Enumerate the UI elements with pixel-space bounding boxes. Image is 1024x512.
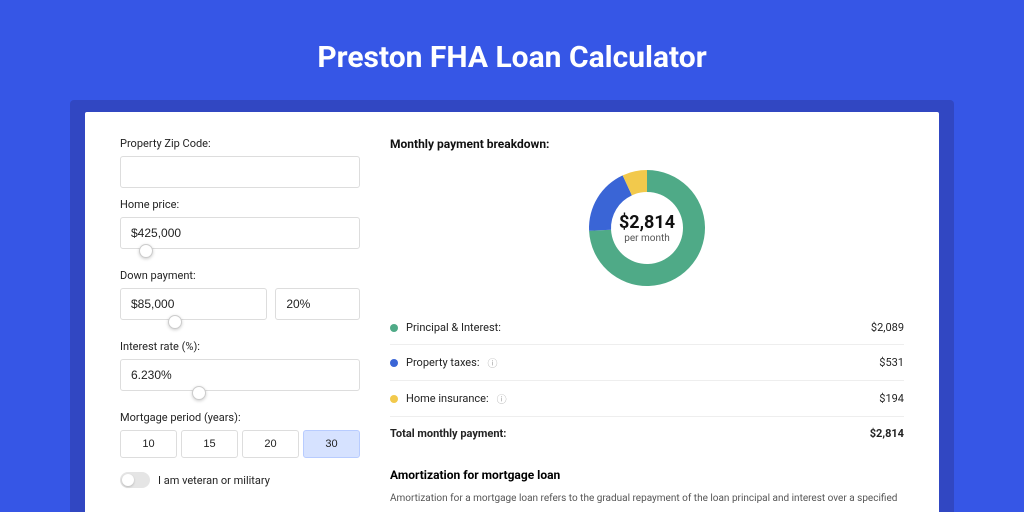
home-price-label: Home price: <box>120 198 360 211</box>
mortgage-period-group: Mortgage period (years): 10152030 <box>120 411 360 458</box>
home-price-slider-thumb[interactable] <box>139 244 153 258</box>
legend-row: Home insurance: ⓘ $194 <box>390 381 904 417</box>
total-label: Total monthly payment: <box>390 427 506 440</box>
legend-value: $194 <box>879 392 904 405</box>
legend-value: $2,089 <box>871 321 904 334</box>
down-payment-slider[interactable] <box>120 318 360 330</box>
breakdown-title: Monthly payment breakdown: <box>390 137 904 151</box>
down-payment-group: Down payment: <box>120 269 360 330</box>
period-btn-30[interactable]: 30 <box>303 430 360 458</box>
amortization-text: Amortization for a mortgage loan refers … <box>390 492 904 506</box>
interest-rate-input[interactable] <box>120 359 360 391</box>
veteran-label: I am veteran or military <box>158 474 270 487</box>
zip-label: Property Zip Code: <box>120 137 360 150</box>
down-payment-label: Down payment: <box>120 269 360 282</box>
legend-label: Property taxes: <box>406 356 479 369</box>
interest-rate-slider[interactable] <box>120 389 360 401</box>
donut-sub: per month <box>619 233 675 244</box>
card-shadow: Property Zip Code: Home price: Down paym… <box>70 100 954 512</box>
legend-dot <box>390 359 398 367</box>
total-row: Total monthly payment: $2,814 <box>390 417 904 450</box>
interest-rate-slider-thumb[interactable] <box>192 386 206 400</box>
period-btn-20[interactable]: 20 <box>242 430 299 458</box>
info-icon[interactable]: ⓘ <box>487 355 497 370</box>
breakdown-panel: Monthly payment breakdown: $2,814 per mo… <box>390 137 904 512</box>
legend-value: $531 <box>879 356 904 369</box>
amortization-title: Amortization for mortgage loan <box>390 468 904 482</box>
total-value: $2,814 <box>870 427 904 440</box>
legend-row: Principal & Interest: $2,089 <box>390 311 904 345</box>
info-icon[interactable]: ⓘ <box>497 391 507 406</box>
veteran-toggle[interactable] <box>120 472 150 488</box>
home-price-group: Home price: <box>120 198 360 259</box>
legend-dot <box>390 324 398 332</box>
mortgage-period-label: Mortgage period (years): <box>120 411 360 424</box>
period-buttons: 10152030 <box>120 430 360 458</box>
form-panel: Property Zip Code: Home price: Down paym… <box>120 137 360 512</box>
home-price-input[interactable] <box>120 217 360 249</box>
veteran-toggle-row: I am veteran or military <box>120 472 360 488</box>
interest-rate-label: Interest rate (%): <box>120 340 360 353</box>
donut-center: $2,814 per month <box>619 212 675 244</box>
period-btn-10[interactable]: 10 <box>120 430 177 458</box>
legend-label: Home insurance: <box>406 392 489 405</box>
page-title: Preston FHA Loan Calculator <box>20 40 1004 75</box>
down-payment-slider-thumb[interactable] <box>168 315 182 329</box>
down-payment-input[interactable] <box>120 288 267 320</box>
veteran-toggle-knob <box>122 474 134 486</box>
zip-field-group: Property Zip Code: <box>120 137 360 188</box>
donut-amount: $2,814 <box>619 212 675 233</box>
legend-row: Property taxes: ⓘ $531 <box>390 345 904 381</box>
calculator-card: Property Zip Code: Home price: Down paym… <box>85 112 939 512</box>
legend-label: Principal & Interest: <box>406 321 501 334</box>
donut-chart: $2,814 per month <box>390 163 904 293</box>
zip-input[interactable] <box>120 156 360 188</box>
down-payment-pct-input[interactable] <box>275 288 360 320</box>
period-btn-15[interactable]: 15 <box>181 430 238 458</box>
interest-rate-group: Interest rate (%): <box>120 340 360 401</box>
legend: Principal & Interest: $2,089 Property taxe… <box>390 311 904 417</box>
home-price-slider[interactable] <box>120 247 360 259</box>
legend-dot <box>390 395 398 403</box>
